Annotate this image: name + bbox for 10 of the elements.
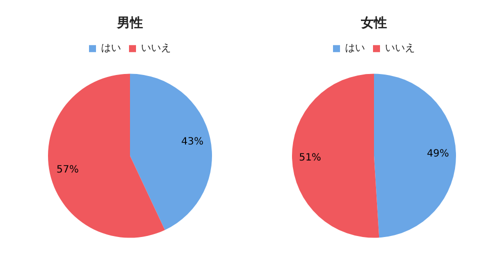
data-label: 43% — [181, 136, 204, 148]
legend-label: はい — [345, 43, 365, 54]
data-label: 49% — [426, 148, 450, 160]
data-label: 57% — [56, 164, 79, 176]
legend-label: はい — [101, 43, 121, 54]
legend-label: いいえ — [385, 43, 415, 54]
chart-title: 男性 — [116, 16, 143, 32]
chart-title: 女性 — [360, 16, 387, 32]
legend-label: いいえ — [141, 43, 171, 54]
data-label: 51% — [298, 152, 322, 164]
